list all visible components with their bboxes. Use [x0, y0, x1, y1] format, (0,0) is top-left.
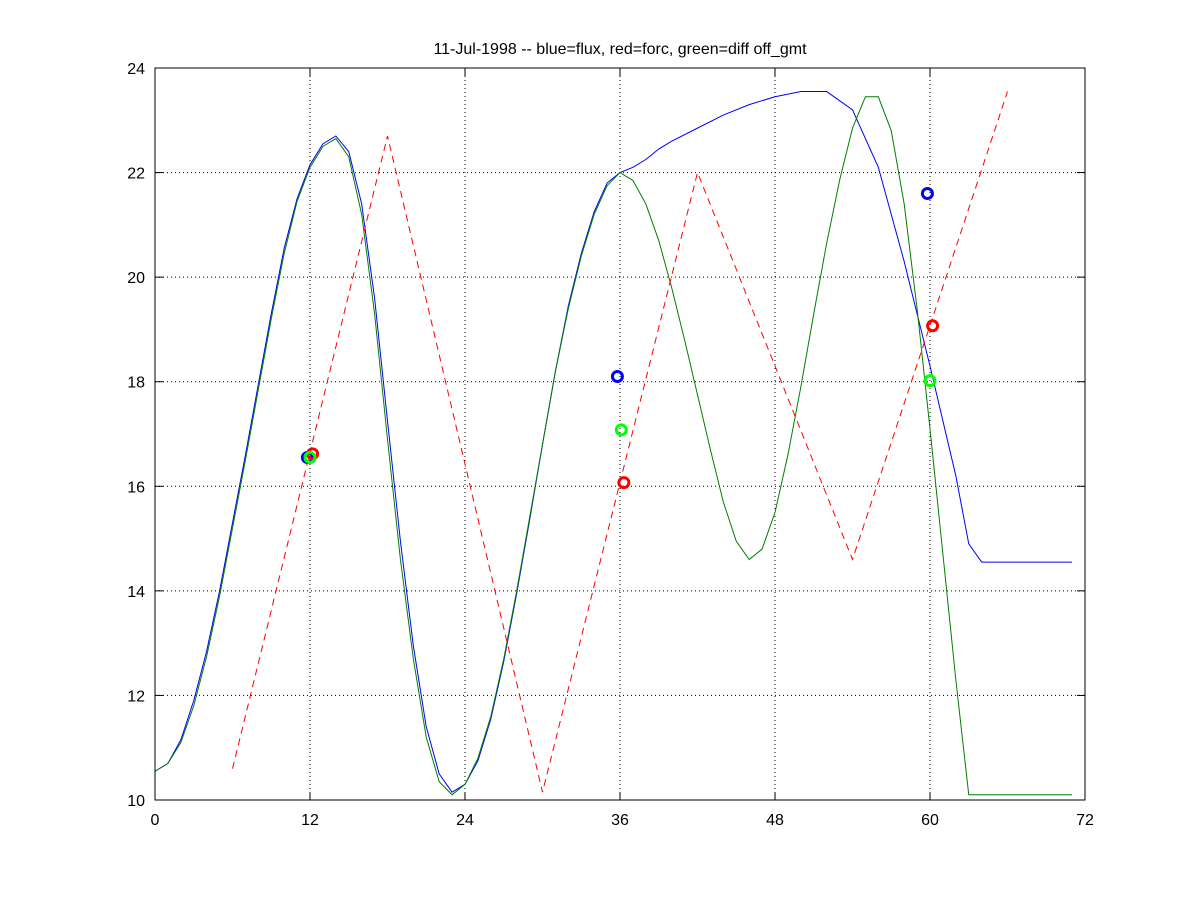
data-marker-4 — [614, 423, 628, 437]
x-tick-label: 0 — [151, 812, 160, 829]
plot-area — [154, 91, 1073, 796]
data-marker-8 — [923, 374, 937, 388]
y-tick-label: 10 — [127, 793, 145, 810]
data-marker-6 — [920, 186, 934, 200]
y-tick-label: 22 — [127, 166, 145, 183]
data-marker-7 — [926, 319, 940, 333]
x-tick-label: 24 — [456, 812, 474, 829]
data-marker-5 — [617, 476, 631, 490]
chart-title: 11-Jul-1998 -- blue=flux, red=forc, gree… — [433, 41, 807, 58]
series-line-0 — [154, 91, 1073, 793]
y-tick-label: 14 — [127, 584, 145, 601]
axis-ticks: 0 12 24 36 48 60 72 10 12 14 16 18 20 22 24 — [127, 61, 1094, 829]
y-tick-label: 16 — [127, 479, 145, 496]
y-tick-label: 20 — [127, 270, 145, 287]
y-tick-label: 18 — [127, 375, 145, 392]
x-tick-label: 48 — [766, 812, 784, 829]
x-tick-label: 12 — [301, 812, 319, 829]
x-tick-label: 36 — [611, 812, 629, 829]
y-tick-label: 12 — [127, 688, 145, 705]
data-marker-2 — [303, 451, 317, 465]
x-tick-label: 72 — [1076, 812, 1094, 829]
series-line-1 — [154, 96, 1073, 796]
x-tick-label: 60 — [921, 812, 939, 829]
y-tick-label: 24 — [127, 61, 145, 78]
data-marker-3 — [610, 369, 624, 383]
